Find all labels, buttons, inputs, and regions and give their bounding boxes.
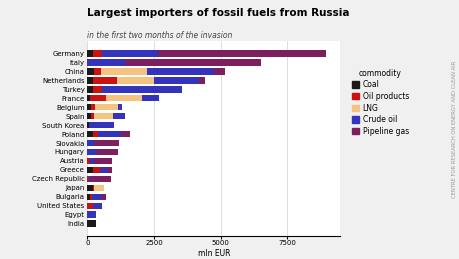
Bar — [87, 68, 94, 75]
Bar — [87, 77, 93, 84]
Bar — [94, 113, 112, 119]
Bar — [100, 167, 106, 173]
Bar — [87, 220, 96, 227]
Bar — [93, 167, 100, 173]
Bar — [87, 211, 96, 218]
Bar — [91, 176, 111, 182]
Bar — [199, 77, 204, 84]
Bar — [94, 68, 101, 75]
Bar — [87, 50, 93, 57]
Bar — [157, 50, 325, 57]
Bar — [118, 104, 122, 110]
Bar — [96, 149, 118, 155]
Bar — [213, 68, 224, 75]
Bar — [93, 86, 102, 92]
Bar — [102, 50, 157, 57]
Bar — [147, 68, 213, 75]
Bar — [93, 203, 102, 209]
Bar — [91, 104, 95, 110]
Text: Largest importers of fossil fuels from Russia: Largest importers of fossil fuels from R… — [87, 8, 349, 18]
Bar — [95, 104, 118, 110]
Bar — [87, 176, 89, 182]
Text: in the first two months of the invasion: in the first two months of the invasion — [87, 31, 232, 40]
Legend: Coal, Oil products, LNG, Crude oil, Pipeline gas: Coal, Oil products, LNG, Crude oil, Pipe… — [351, 69, 408, 136]
Bar — [101, 68, 147, 75]
Bar — [87, 95, 90, 102]
Bar — [87, 203, 93, 209]
Bar — [87, 149, 96, 155]
Bar — [87, 59, 124, 66]
Bar — [120, 131, 130, 137]
Bar — [87, 86, 93, 92]
Bar — [87, 104, 91, 110]
Bar — [93, 131, 98, 137]
Bar — [117, 77, 154, 84]
Bar — [94, 140, 119, 146]
X-axis label: mln EUR: mln EUR — [197, 249, 230, 258]
Bar — [101, 193, 106, 200]
Bar — [87, 113, 91, 119]
Bar — [89, 176, 91, 182]
Bar — [106, 95, 142, 102]
Bar — [90, 193, 91, 200]
Bar — [102, 86, 182, 92]
Bar — [112, 113, 124, 119]
Bar — [87, 158, 90, 164]
Bar — [154, 77, 199, 84]
Bar — [124, 59, 260, 66]
Bar — [91, 113, 94, 119]
Bar — [87, 131, 93, 137]
Bar — [98, 131, 120, 137]
Bar — [90, 95, 106, 102]
Bar — [89, 122, 114, 128]
Bar — [106, 167, 112, 173]
Bar — [93, 158, 112, 164]
Bar — [142, 95, 159, 102]
Bar — [94, 185, 104, 191]
Bar — [87, 185, 93, 191]
Bar — [93, 77, 117, 84]
Bar — [87, 122, 89, 128]
Bar — [93, 185, 94, 191]
Bar — [87, 193, 90, 200]
Bar — [93, 50, 102, 57]
Bar — [91, 193, 101, 200]
Bar — [87, 167, 93, 173]
Bar — [87, 140, 94, 146]
Text: CENTRE FOR RESEARCH ON ENERGY AND CLEAN AIR: CENTRE FOR RESEARCH ON ENERGY AND CLEAN … — [451, 61, 456, 198]
Bar — [90, 158, 93, 164]
